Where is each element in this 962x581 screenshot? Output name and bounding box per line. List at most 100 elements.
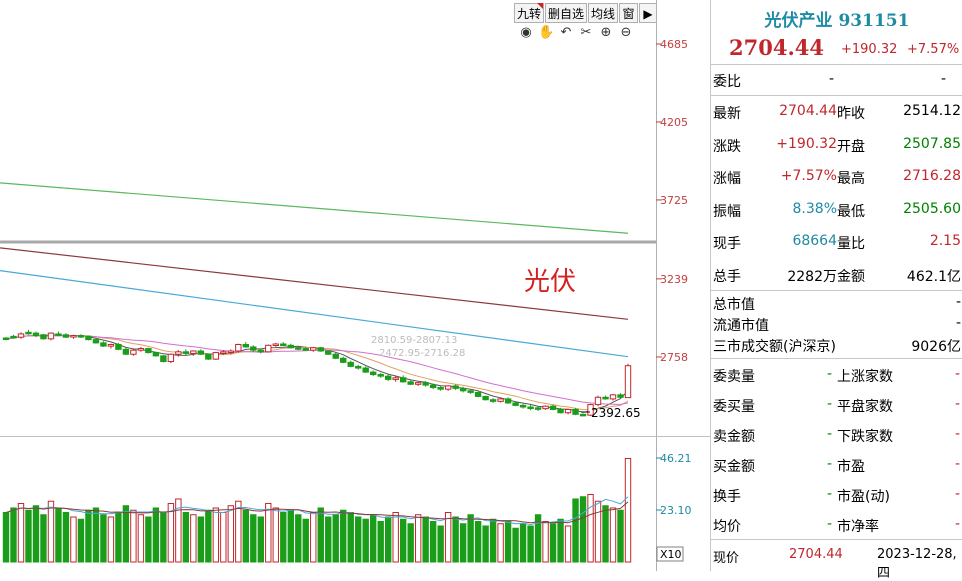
undo-icon[interactable]: ↶ [560,25,572,40]
candle-body [452,385,459,389]
volume-bar [564,525,572,563]
candle-body [557,408,564,414]
volume-bar [182,511,190,563]
scissors-icon[interactable]: ✂ [580,25,592,40]
volume-bar [414,514,422,563]
volume-bar [377,520,384,563]
volume-bar [287,509,294,563]
candle-body [497,398,504,402]
candle [474,391,482,398]
candle-body [107,343,115,347]
candle [512,401,519,407]
jiuzhuan-button[interactable]: 九转 [514,3,544,23]
quote-label: 现手 [713,236,741,252]
candle-body [459,387,467,392]
candle-body [519,404,527,408]
candle [437,385,444,391]
volume-bar [310,511,317,563]
candle-body [100,342,107,347]
volume-multiplier-box [656,546,684,562]
window-button[interactable]: 窗 [619,3,638,23]
candle-body [602,396,609,400]
stat-label: 市盈 [837,459,865,475]
volume-bar [355,516,362,563]
volume-bar [242,509,250,563]
kline-chart[interactable]: 46.21 23.10 4685 4205 3725 3239 2758 光伏 2810.… [0,0,710,571]
volume-bar [340,509,347,563]
candle-body [17,333,25,338]
stat-label: 平盘家数 [837,399,893,415]
volume-bar [70,516,77,563]
candle-body [489,399,497,402]
candle [55,331,62,337]
candle [384,374,392,382]
candle [10,334,17,339]
candle-body [534,407,542,410]
candle-body [579,413,587,417]
volume-bar [205,509,212,563]
volume-bar [130,509,137,563]
footer-date: 2023-12-28,四 [877,547,957,581]
volume-bar [489,518,497,563]
candle-body [377,374,384,377]
candle-body [624,365,632,399]
volume-bar [467,514,474,563]
volume-bar [444,511,452,563]
candle [519,403,527,409]
quote-label: 总手 [713,268,741,285]
y-tick-label: 4205 [660,116,688,129]
candle-body [542,405,549,410]
stat-value: - [827,486,833,502]
stat-label: 上涨家数 [837,369,893,385]
candle-body [55,333,62,336]
quote-label: 开盘 [837,138,865,155]
quote-value: +190.32 [776,135,837,152]
stat-label: 市净率 [837,519,879,535]
candle-body [392,377,399,380]
candle-body [122,348,130,355]
candle [272,342,279,347]
volume-bar [624,457,632,563]
candle [227,349,235,355]
candle [587,403,594,416]
candle [115,342,122,351]
weibi-value: - [829,71,835,87]
remove-watchlist-button[interactable]: 删自选 [545,3,587,23]
candle [220,350,227,356]
volume-ma-line [5,501,629,524]
candle-body [182,351,190,354]
volume-bar [107,516,115,563]
volume-bar [220,511,227,563]
candle-body [160,355,167,363]
candle [167,353,175,364]
volume-bar [362,518,369,563]
hand-icon[interactable]: ✋ [538,25,555,40]
play-icon[interactable]: ▶ [639,3,657,23]
candle [347,360,354,368]
quote-value: 8.38% [792,200,837,217]
candle [85,335,92,341]
candle [399,375,407,383]
eye-icon[interactable]: ◉ [520,25,532,40]
candle-body [2,337,10,340]
candle-body [287,344,294,349]
volume-bar [175,498,182,563]
candle [624,363,632,399]
candle [355,364,362,370]
candle-body [407,381,414,385]
volume-bar [280,511,287,563]
zoom-in-icon[interactable]: ⊕ [600,25,612,40]
volume-bar [504,520,512,563]
zoom-out-icon[interactable]: ⊖ [620,25,632,40]
candle [295,346,302,351]
candle [609,394,617,401]
volume-bar [459,523,467,563]
candle [160,355,167,363]
volume-bar [549,523,557,563]
candle [197,349,205,356]
volume-bar [399,518,407,563]
y-tick-label: 3725 [660,194,688,207]
overlay-label: 2810.59-2807.13 [371,335,457,346]
candle [549,404,557,411]
moving-average-button[interactable]: 均线 [588,3,618,23]
